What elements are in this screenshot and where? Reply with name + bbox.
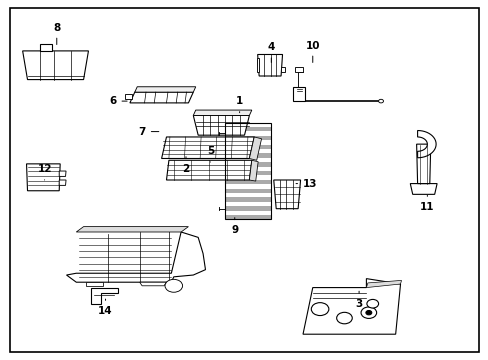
Bar <box>224 197 271 202</box>
Text: 8: 8 <box>53 23 61 45</box>
Bar <box>224 215 271 220</box>
Polygon shape <box>166 160 251 180</box>
Bar <box>224 171 271 175</box>
Text: 1: 1 <box>236 96 243 113</box>
Polygon shape <box>22 51 88 80</box>
Text: 3: 3 <box>355 291 362 309</box>
Bar <box>224 153 271 158</box>
Polygon shape <box>140 282 166 286</box>
Text: 2: 2 <box>182 157 189 174</box>
Text: 5: 5 <box>206 146 214 162</box>
Circle shape <box>378 99 383 103</box>
Polygon shape <box>66 232 205 282</box>
Polygon shape <box>249 137 261 160</box>
Circle shape <box>164 279 182 292</box>
Polygon shape <box>249 160 258 181</box>
Polygon shape <box>125 94 132 99</box>
Polygon shape <box>416 144 430 184</box>
Polygon shape <box>91 288 118 304</box>
Polygon shape <box>26 164 60 191</box>
Bar <box>224 145 271 149</box>
Polygon shape <box>281 67 285 72</box>
Text: 12: 12 <box>37 164 52 180</box>
Bar <box>224 149 271 153</box>
Polygon shape <box>257 54 282 76</box>
Polygon shape <box>161 137 254 158</box>
Polygon shape <box>76 226 188 232</box>
Polygon shape <box>295 67 303 72</box>
Polygon shape <box>86 282 103 286</box>
Polygon shape <box>273 180 300 209</box>
Circle shape <box>365 311 371 315</box>
Bar <box>224 175 271 180</box>
Polygon shape <box>303 279 400 334</box>
Text: 4: 4 <box>267 42 274 63</box>
Polygon shape <box>409 184 436 194</box>
Polygon shape <box>293 87 305 101</box>
Bar <box>224 140 271 145</box>
Text: 10: 10 <box>305 41 319 63</box>
Bar <box>224 162 271 167</box>
Bar <box>224 136 271 140</box>
Polygon shape <box>256 58 259 72</box>
Polygon shape <box>417 131 435 158</box>
Polygon shape <box>59 180 66 185</box>
Text: 11: 11 <box>419 195 434 212</box>
Bar <box>224 131 271 136</box>
Circle shape <box>366 300 378 308</box>
Polygon shape <box>135 87 195 92</box>
Bar <box>224 127 271 131</box>
Text: 6: 6 <box>109 96 127 106</box>
Circle shape <box>336 312 351 324</box>
Text: 13: 13 <box>295 179 317 189</box>
Polygon shape <box>193 116 249 135</box>
Circle shape <box>360 307 376 319</box>
Polygon shape <box>193 110 251 116</box>
Polygon shape <box>130 92 193 103</box>
Polygon shape <box>366 280 401 288</box>
Circle shape <box>311 303 328 316</box>
Bar <box>224 206 271 211</box>
Bar <box>224 158 271 162</box>
Bar <box>224 180 271 184</box>
Bar <box>224 202 271 206</box>
Bar <box>224 211 271 215</box>
Bar <box>224 123 271 127</box>
Bar <box>224 193 271 197</box>
Bar <box>224 123 271 220</box>
Text: 9: 9 <box>231 218 238 235</box>
Text: 7: 7 <box>138 127 159 136</box>
Bar <box>224 184 271 189</box>
Polygon shape <box>40 44 52 51</box>
Bar <box>224 189 271 193</box>
Bar <box>224 167 271 171</box>
Text: 14: 14 <box>98 299 113 316</box>
Polygon shape <box>59 171 66 176</box>
